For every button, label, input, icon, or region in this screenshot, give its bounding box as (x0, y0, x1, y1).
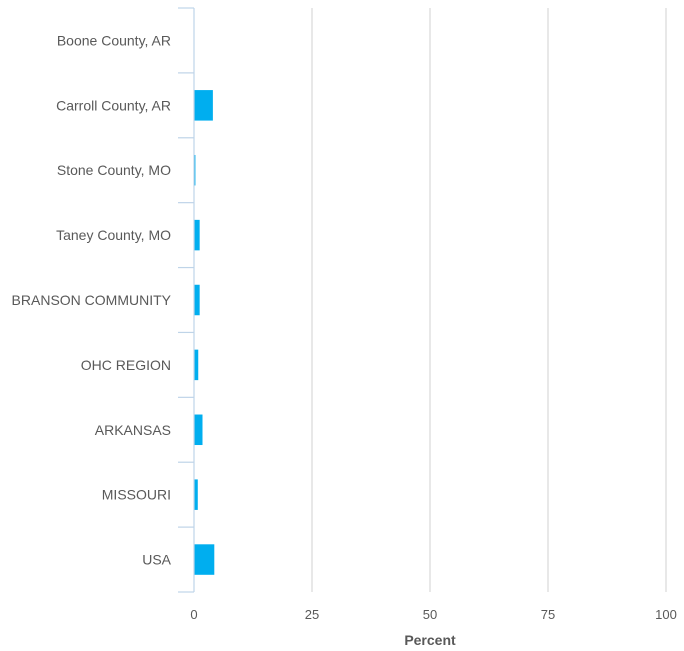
x-tick-label: 100 (655, 607, 677, 622)
category-label: USA (142, 552, 171, 568)
bar (194, 90, 213, 121)
category-label: MISSOURI (102, 487, 171, 503)
bar (194, 479, 198, 510)
category-label: Taney County, MO (56, 227, 171, 243)
x-tick-label: 75 (541, 607, 555, 622)
bar (194, 414, 203, 446)
category-label: ARKANSAS (95, 422, 171, 438)
bars (194, 90, 215, 575)
bar (194, 349, 199, 381)
x-tick-label: 25 (305, 607, 319, 622)
category-labels: Boone County, AR Carroll County, AR Stone … (12, 32, 172, 567)
bar (194, 154, 196, 186)
gridlines (311, 8, 667, 592)
category-label: BRANSON COMMUNITY (12, 292, 172, 308)
x-tick-labels: 0 25 50 75 100 (190, 607, 676, 622)
category-label: Stone County, MO (57, 162, 171, 178)
category-label: Carroll County, AR (56, 97, 171, 113)
category-label: OHC REGION (81, 357, 171, 373)
x-tick-label: 50 (423, 607, 437, 622)
bar (194, 544, 215, 575)
category-label: Boone County, AR (57, 32, 171, 48)
x-axis-title: Percent (404, 632, 456, 648)
category-axis (178, 7, 195, 593)
x-tick-label: 0 (190, 607, 197, 622)
bar (194, 284, 200, 316)
bar (194, 219, 200, 251)
